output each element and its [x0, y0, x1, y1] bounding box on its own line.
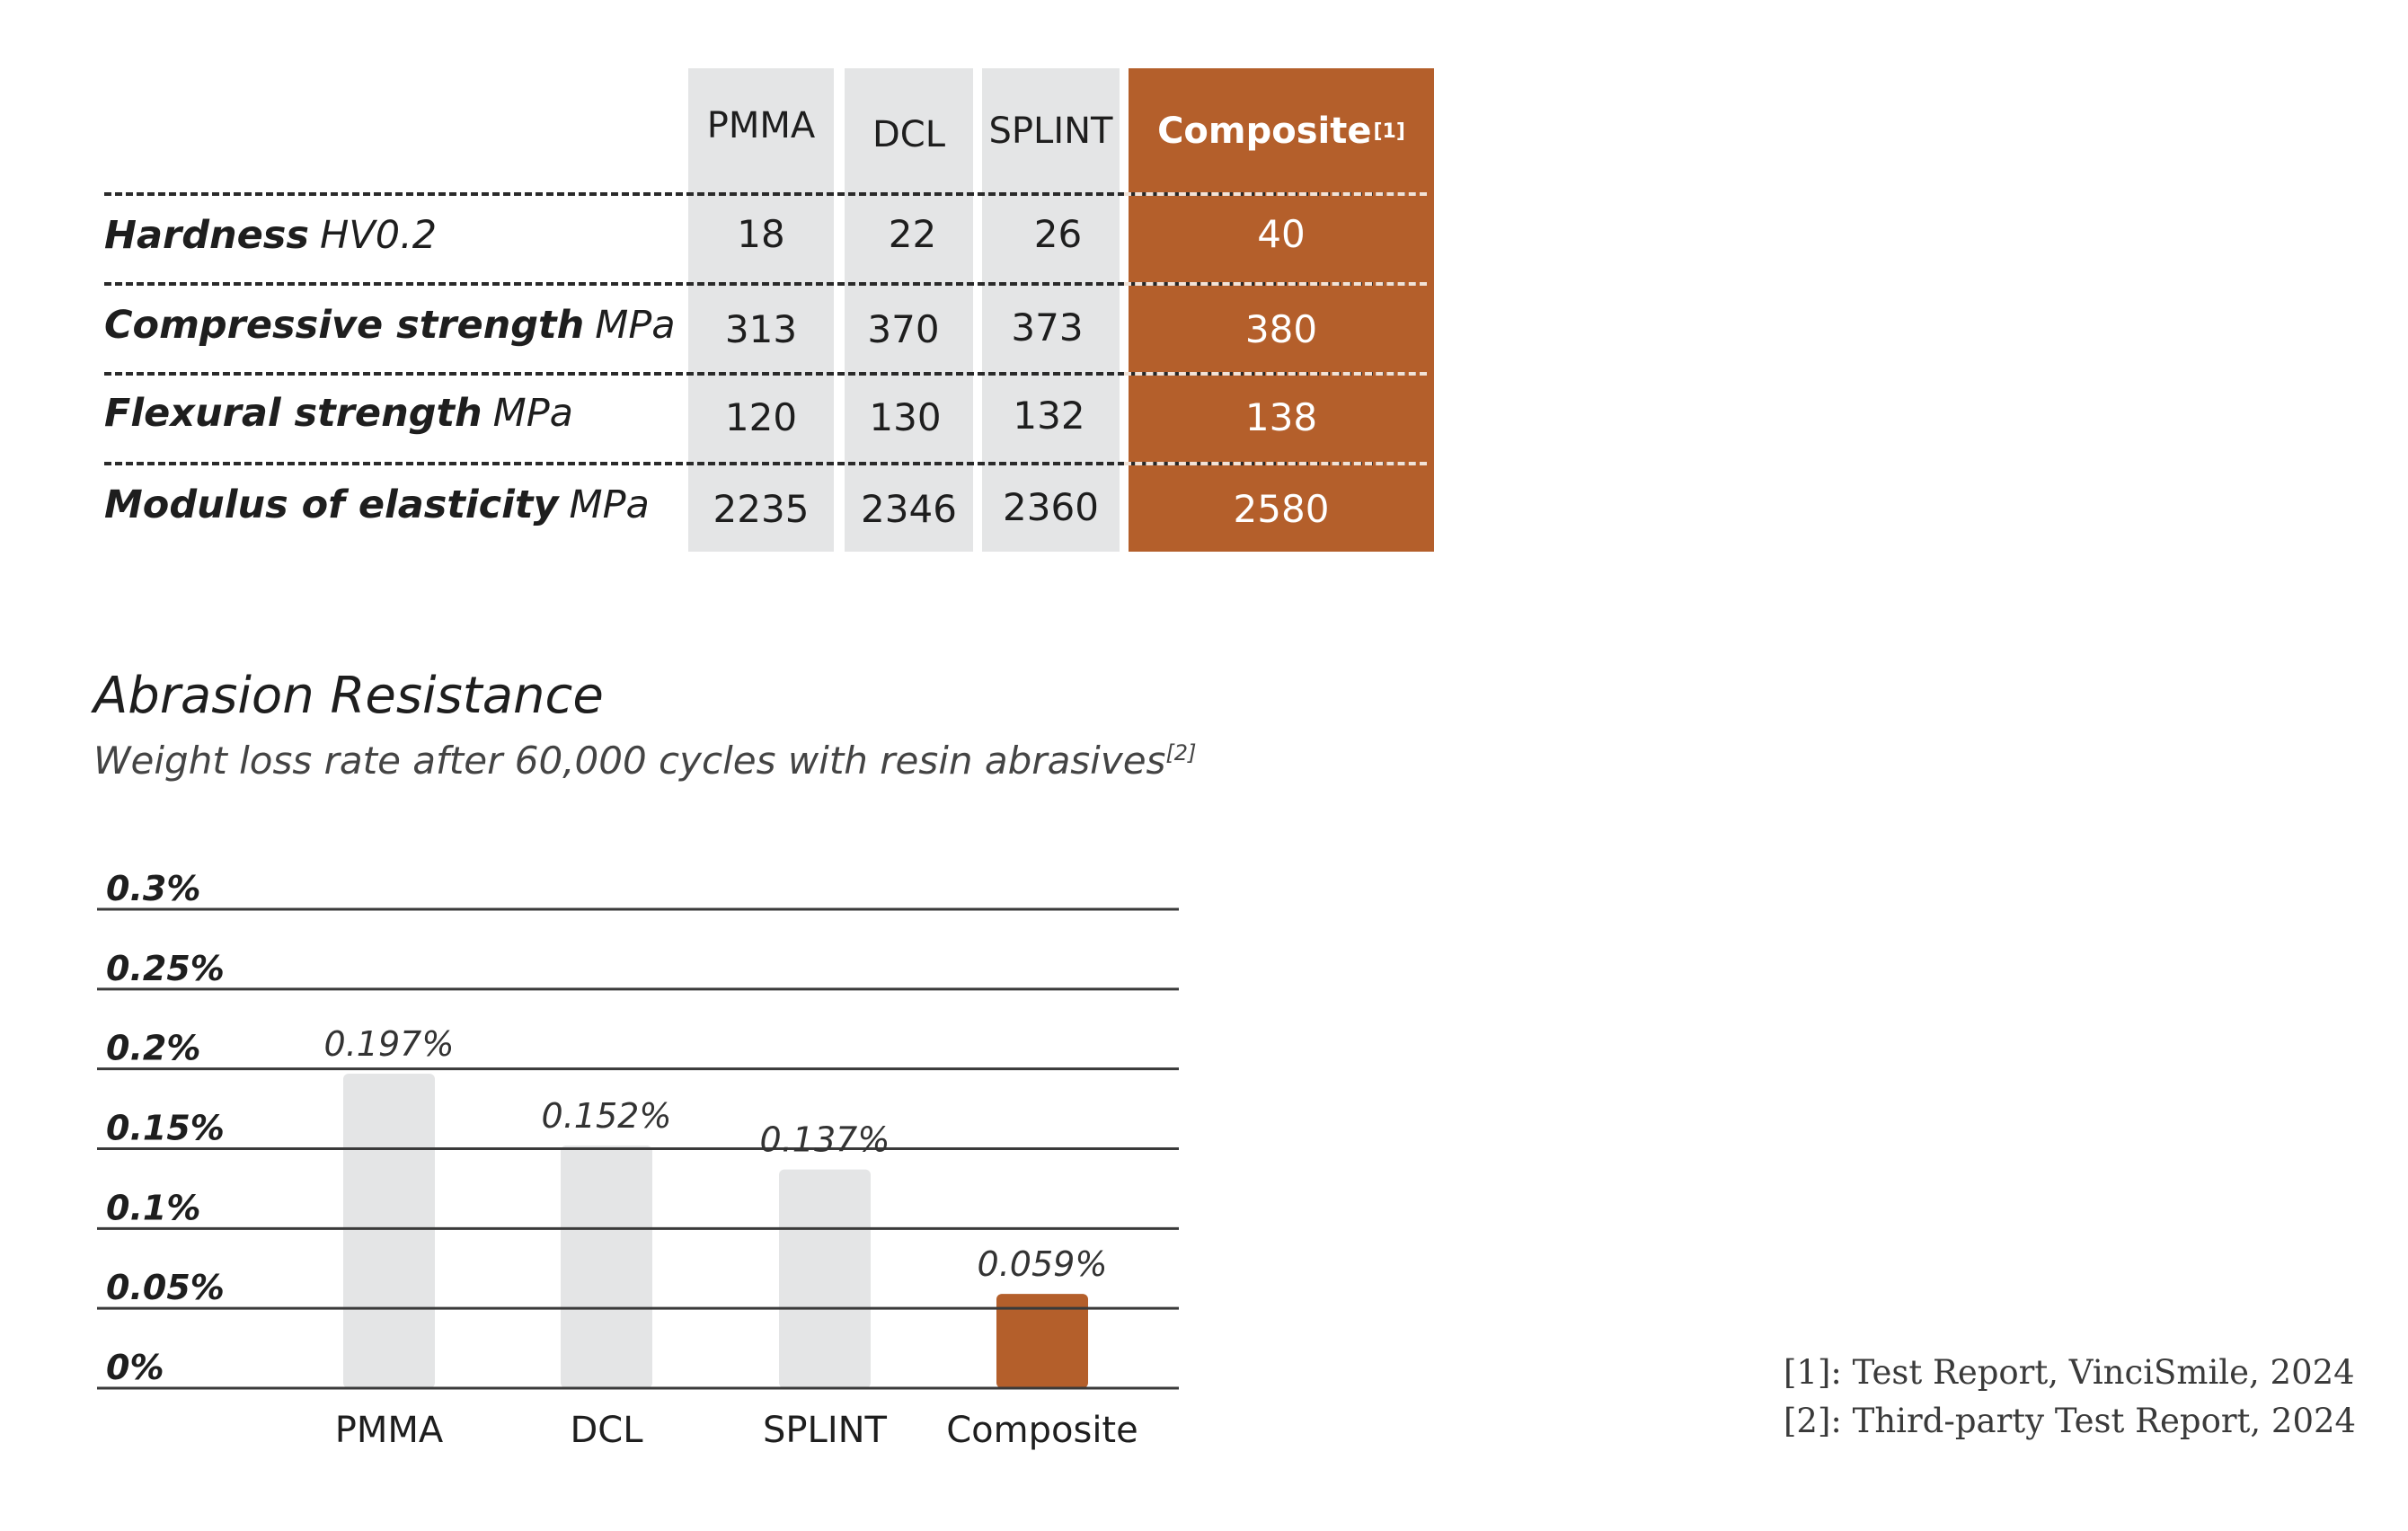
value-label: 0.059% — [978, 1244, 1108, 1284]
pmma-column-bg — [688, 68, 834, 552]
bar-splint — [779, 1169, 871, 1388]
table-cell: 2580 — [1233, 486, 1330, 531]
row-unit: HV0.2 — [319, 213, 438, 258]
table-cell: 120 — [724, 394, 798, 439]
column-header-sup: [1] — [1373, 119, 1405, 143]
column-header-label: Composite — [1157, 111, 1372, 152]
table-cell: 370 — [867, 306, 940, 351]
x-category-label: PMMA — [335, 1410, 444, 1451]
row-divider-accent — [1124, 462, 1427, 465]
y-tick-label: 0.1% — [106, 1188, 200, 1227]
table-cell: 40 — [1257, 211, 1306, 256]
column-header-label: SPLINT — [988, 111, 1113, 152]
row-label-text: Flexural strength — [104, 391, 482, 436]
abrasion-bar-chart: 0% 0.05% 0.1% 0.15% 0.2% 0.25% 0.3% 0.197% 0.152… — [97, 869, 1179, 1451]
footnote-2: [2]: Third-party Test Report, 2024 — [1784, 1402, 2357, 1440]
row-divider — [104, 462, 1427, 465]
row-unit: MPa — [492, 391, 574, 436]
table-cell: 2235 — [713, 486, 810, 531]
table-cell: 18 — [737, 211, 785, 256]
column-header-composite: Composite [1] — [1129, 102, 1434, 160]
value-label: 0.137% — [760, 1120, 890, 1160]
column-header-label: PMMA — [706, 105, 816, 146]
table-cell: 2360 — [1003, 484, 1099, 529]
x-category-label: SPLINT — [763, 1410, 888, 1451]
column-header-dcl: DCL — [845, 106, 973, 164]
y-tick-label: 0.25% — [106, 949, 225, 988]
row-label-text: Hardness — [104, 213, 309, 258]
dcl-column-bg — [845, 68, 973, 552]
table-cell: 313 — [724, 306, 798, 351]
bar-group — [343, 1073, 1088, 1388]
table-cell: 130 — [869, 394, 942, 439]
row-label-flexural-strength: Flexural strength MPa — [104, 386, 573, 440]
column-header-label: DCL — [872, 114, 945, 155]
row-divider — [104, 282, 1427, 286]
table-cell: 138 — [1244, 394, 1318, 439]
bar-pmma — [343, 1073, 435, 1388]
column-header-pmma: PMMA — [688, 97, 834, 155]
table-cell: 380 — [1244, 306, 1318, 351]
row-label-text: Compressive strength — [104, 303, 585, 348]
row-divider-accent — [1124, 372, 1427, 376]
row-label-compressive-strength: Compressive strength MPa — [104, 298, 676, 352]
section-subtitle-text: Weight loss rate after 60,000 cycles wit… — [93, 739, 1166, 783]
section-subtitle: Weight loss rate after 60,000 cycles wit… — [93, 739, 1196, 783]
row-divider-accent — [1124, 282, 1427, 286]
row-label-modulus-of-elasticity: Modulus of elasticity MPa — [104, 478, 650, 532]
x-category-label: Composite — [946, 1410, 1138, 1451]
bar-composite — [996, 1294, 1088, 1388]
x-category-label: DCL — [570, 1410, 643, 1451]
row-unit: MPa — [569, 482, 650, 527]
y-tick-label: 0% — [106, 1348, 164, 1387]
value-label: 0.197% — [324, 1024, 455, 1064]
value-label: 0.152% — [542, 1096, 672, 1136]
table-cell: 26 — [1033, 211, 1083, 256]
y-tick-label: 0.3% — [106, 869, 200, 908]
y-tick-label: 0.05% — [106, 1268, 225, 1307]
row-label-hardness: Hardness HV0.2 — [104, 208, 437, 262]
table-cell: 373 — [1011, 305, 1084, 350]
row-unit: MPa — [595, 303, 676, 348]
table-cell: 22 — [888, 211, 937, 256]
bar-dcl — [561, 1145, 652, 1388]
y-tick-label: 0.15% — [106, 1109, 225, 1148]
row-divider — [104, 372, 1427, 376]
column-header-splint: SPLINT — [982, 102, 1120, 160]
y-tick-label: 0.2% — [106, 1029, 200, 1068]
composite-column-bg — [1129, 68, 1434, 552]
section-subtitle-sup: [2] — [1165, 740, 1197, 766]
table-cell: 132 — [1013, 393, 1085, 438]
section-title: Abrasion Resistance — [93, 667, 604, 725]
row-divider-accent — [1124, 192, 1427, 196]
row-divider — [104, 192, 1427, 196]
row-label-text: Modulus of elasticity — [104, 482, 559, 527]
table-cell: 2346 — [861, 486, 957, 531]
splint-column-bg — [982, 68, 1120, 552]
footnote-1: [1]: Test Report, VinciSmile, 2024 — [1784, 1353, 2355, 1392]
